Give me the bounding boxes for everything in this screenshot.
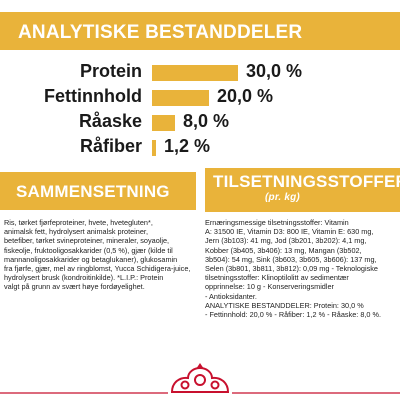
analysis-value: 20,0 %	[217, 86, 274, 106]
additives-subtitle: (pr. kg)	[265, 192, 300, 203]
composition-text: Ris, tørket fjørfeproteiner, hvete, hvet…	[4, 218, 191, 292]
analysis-row-protein: Protein 30,0 %	[0, 61, 400, 83]
brand-footer	[0, 360, 400, 400]
analysis-row-ash: Råaske 8,0 %	[0, 111, 400, 133]
composition-banner: SAMMENSETNING	[0, 172, 196, 210]
analysis-row-fiber: Råfiber 1,2 %	[0, 136, 400, 158]
analysis-value: 1,2 %	[164, 136, 211, 156]
analysis-bar	[152, 90, 209, 106]
analysis-title: ANALYTISKE BESTANDDELER	[18, 22, 303, 43]
analysis-label: Råaske	[78, 111, 142, 131]
analysis-bar	[152, 115, 175, 131]
analysis-banner: ANALYTISKE BESTANDDELER	[0, 12, 400, 50]
additives-title: TILSETNINGSSTOFFER	[213, 172, 400, 191]
analysis-bar	[152, 65, 238, 81]
analysis-value: 8,0 %	[183, 111, 230, 131]
additives-banner: TILSETNINGSSTOFFER (pr. kg)	[205, 168, 400, 212]
analysis-bar	[152, 140, 156, 156]
analysis-row-fat: Fettinnhold 20,0 %	[0, 86, 400, 108]
composition-title: SAMMENSETNING	[16, 182, 170, 201]
analysis-label: Protein	[79, 61, 142, 81]
additives-text: Ernæringsmessige tilsetningsstoffer: Vit…	[205, 218, 382, 320]
analysis-label: Fettinnhold	[44, 86, 142, 106]
analysis-value: 30,0 %	[246, 61, 303, 81]
crown-logo-icon	[0, 363, 400, 394]
analysis-label: Råfiber	[79, 136, 142, 156]
